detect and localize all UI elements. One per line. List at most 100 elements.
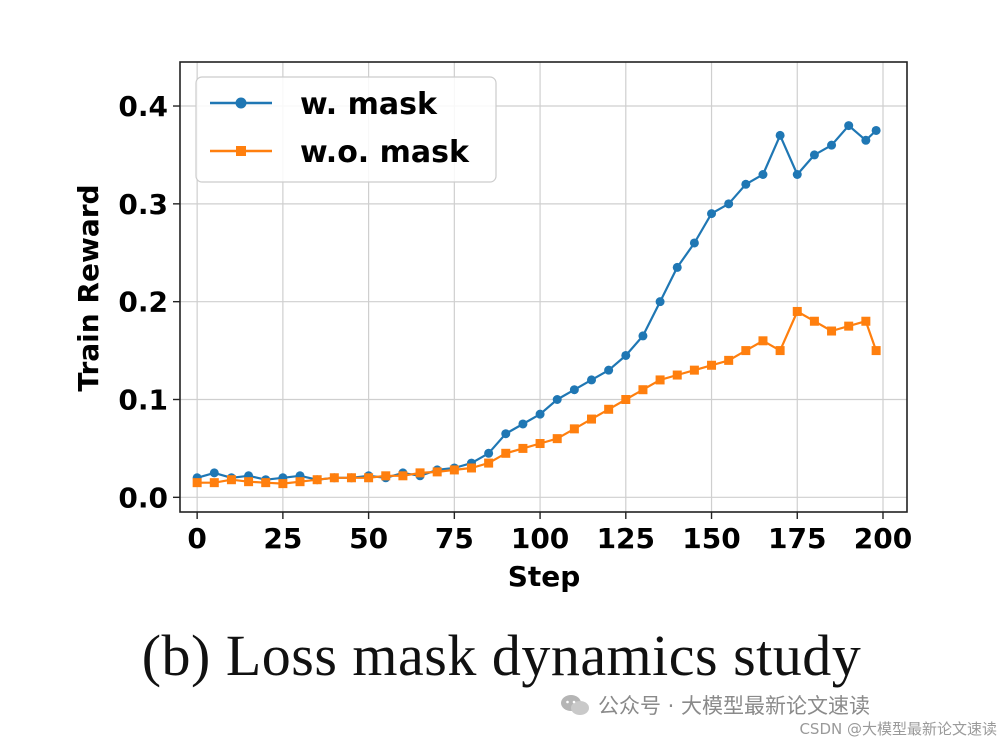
- watermark: 公众号 · 大模型最新论文速读: [560, 690, 870, 720]
- data-point-w-o-mask: [587, 414, 597, 424]
- x-axis-label: Step: [508, 560, 581, 593]
- data-point-w-o-mask: [484, 458, 494, 468]
- chart-svg: 0 25 50 75 100 125 150 175 200 0.0 0.1 0.2 0.3 0.4 S…: [72, 61, 912, 593]
- data-point-w-o-mask: [844, 321, 854, 331]
- y-tick-label: 0.3: [118, 188, 168, 221]
- data-point-w-o-mask: [381, 471, 391, 481]
- data-point-w-o-mask: [552, 434, 562, 444]
- x-tick-label: 50: [349, 522, 388, 555]
- y-axis-label: Train Reward: [72, 184, 105, 391]
- data-point-w-mask: [792, 170, 802, 179]
- csdn-watermark: CSDN @大模型最新论文速读: [799, 720, 997, 738]
- data-point-w-o-mask: [535, 439, 545, 449]
- data-point-w-mask: [741, 179, 751, 189]
- data-point-w-o-mask: [329, 473, 339, 483]
- legend: w. mask w.o. mask: [195, 76, 497, 183]
- data-point-w-o-mask: [244, 477, 254, 487]
- legend-marker-w-mask: [235, 97, 247, 109]
- x-tick-label: 0: [187, 522, 206, 555]
- data-point-w-o-mask: [861, 316, 871, 326]
- legend-label-wo-mask: w.o. mask: [300, 135, 470, 170]
- data-point-w-o-mask: [672, 370, 682, 380]
- figure-caption: (b) Loss mask dynamics study: [141, 623, 862, 688]
- series-line-w-o-mask: [197, 310, 878, 485]
- legend-label-w-mask: w. mask: [300, 87, 438, 122]
- y-ticks: 0.0 0.1 0.2 0.3 0.4: [118, 90, 180, 514]
- data-point-w-mask: [638, 331, 648, 341]
- data-point-w-mask: [689, 238, 699, 248]
- data-point-w-o-mask: [398, 471, 408, 481]
- data-point-w-mask: [209, 468, 219, 478]
- data-point-w-mask: [672, 262, 682, 272]
- x-tick-label: 75: [435, 522, 474, 555]
- data-point-w-o-mask: [621, 395, 631, 404]
- data-point-w-mask: [587, 375, 597, 385]
- data-point-w-o-mask: [604, 404, 614, 414]
- data-point-w-o-mask: [758, 336, 768, 346]
- data-point-w-o-mask: [724, 355, 734, 365]
- data-point-w-o-mask: [432, 467, 442, 477]
- data-point-w-o-mask: [569, 424, 579, 434]
- data-point-w-o-mask: [655, 375, 665, 385]
- x-tick-label: 100: [511, 522, 569, 555]
- data-point-w-o-mask: [209, 478, 219, 488]
- data-point-w-o-mask: [278, 479, 288, 489]
- legend-marker-wo-mask: [236, 146, 246, 156]
- data-point-w-o-mask: [226, 475, 236, 485]
- data-point-w-mask: [501, 429, 511, 439]
- x-tick-label: 125: [597, 522, 655, 555]
- data-point-w-mask: [861, 135, 871, 145]
- data-point-w-o-mask: [871, 346, 881, 356]
- watermark-text: 公众号 · 大模型最新论文速读: [598, 694, 871, 718]
- data-point-w-mask: [871, 125, 881, 135]
- data-point-w-mask: [621, 350, 631, 360]
- data-point-w-mask: [484, 448, 494, 458]
- legend-entry-w-mask: w. mask: [210, 87, 438, 122]
- data-point-w-o-mask: [775, 346, 785, 356]
- data-point-w-mask: [724, 199, 734, 209]
- data-point-w-mask: [604, 365, 614, 375]
- data-point-w-mask: [827, 140, 837, 150]
- y-tick-label: 0.4: [118, 90, 168, 123]
- data-point-w-mask: [844, 121, 854, 131]
- data-point-w-o-mask: [518, 443, 528, 453]
- data-point-w-o-mask: [192, 478, 202, 488]
- data-point-w-o-mask: [707, 360, 717, 370]
- data-point-w-o-mask: [261, 478, 271, 488]
- data-point-w-mask: [569, 385, 579, 395]
- data-point-w-o-mask: [364, 473, 374, 483]
- data-point-w-o-mask: [415, 468, 425, 478]
- data-point-w-o-mask: [346, 473, 356, 483]
- data-point-w-o-mask: [312, 475, 322, 485]
- data-point-w-mask: [535, 409, 545, 419]
- data-point-w-o-mask: [689, 365, 699, 375]
- x-tick-label: 25: [263, 522, 302, 555]
- y-tick-label: 0.0: [118, 481, 168, 514]
- data-point-w-o-mask: [809, 316, 819, 326]
- data-point-w-o-mask: [501, 448, 511, 458]
- data-point-w-mask: [518, 419, 528, 429]
- data-point-w-mask: [758, 170, 768, 179]
- plot-frame: [179, 61, 908, 513]
- x-tick-label: 150: [682, 522, 740, 555]
- data-point-w-mask: [655, 297, 665, 307]
- data-point-w-mask: [775, 130, 785, 140]
- data-point-w-mask: [809, 150, 819, 160]
- data-point-w-o-mask: [295, 477, 305, 487]
- data-point-w-o-mask: [741, 346, 751, 356]
- data-point-w-o-mask: [638, 385, 648, 395]
- series-w-o-mask: [192, 306, 881, 489]
- data-point-w-mask: [707, 209, 717, 219]
- data-point-w-o-mask: [449, 465, 459, 475]
- wechat-icon: [561, 695, 589, 715]
- series-layer: [192, 121, 881, 489]
- y-tick-label: 0.2: [118, 286, 168, 319]
- data-point-w-o-mask: [827, 326, 837, 336]
- x-tick-label: 200: [854, 522, 912, 555]
- x-tick-label: 175: [768, 522, 826, 555]
- data-point-w-o-mask: [792, 306, 802, 316]
- y-tick-label: 0.1: [118, 384, 168, 417]
- grid: [180, 62, 907, 512]
- data-point-w-o-mask: [466, 463, 476, 473]
